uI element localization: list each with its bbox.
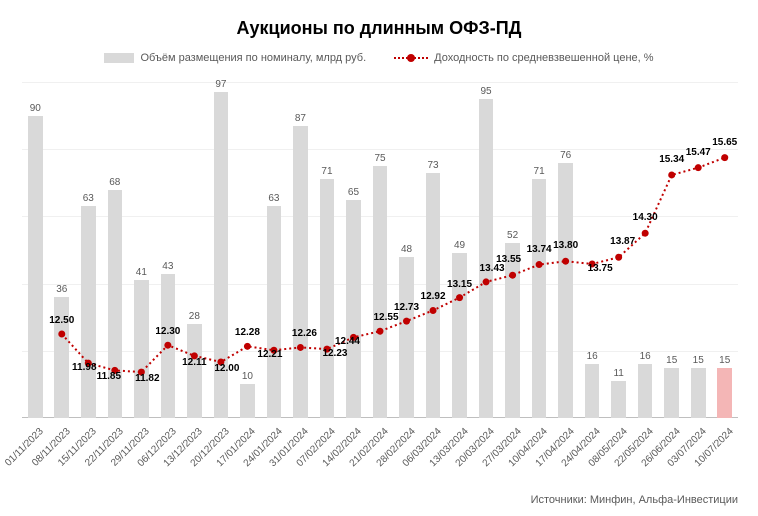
line-value-label: 12.23 <box>322 348 347 359</box>
line-value-label: 12.21 <box>257 349 282 360</box>
line-value-label: 12.30 <box>155 326 180 337</box>
line-value-label: 15.47 <box>686 147 711 158</box>
legend: Объём размещения по номиналу, млрд руб. … <box>0 52 758 64</box>
line-value-label: 13.74 <box>527 244 552 255</box>
line-series <box>22 82 738 418</box>
chart-container: Аукционы по длинным ОФЗ-ПД Объём размеще… <box>0 0 758 516</box>
chart-title: Аукционы по длинным ОФЗ-ПД <box>0 18 758 39</box>
line-value-label: 12.50 <box>49 315 74 326</box>
source-text: Источники: Минфин, Альфа-Инвестиции <box>531 494 738 506</box>
line-value-label: 15.34 <box>659 154 684 165</box>
legend-line: Доходность по средневзвешенной цене, % <box>394 52 653 64</box>
line-value-label: 12.00 <box>214 363 239 374</box>
line-value-label: 12.55 <box>373 312 398 323</box>
line-value-label: 12.26 <box>292 328 317 339</box>
legend-bar: Объём размещения по номиналу, млрд руб. <box>104 52 366 64</box>
line-value-label: 12.73 <box>394 302 419 313</box>
line-value-label: 13.80 <box>553 240 578 251</box>
legend-bar-swatch <box>104 53 134 63</box>
line-value-label: 12.28 <box>235 327 260 338</box>
line-value-label: 14.30 <box>633 212 658 223</box>
line-value-label: 12.92 <box>421 291 446 302</box>
line-value-label: 12.44 <box>335 336 360 347</box>
line-value-label: 11.98 <box>72 362 96 373</box>
line-value-label: 11.85 <box>97 371 121 382</box>
line-value-label: 13.15 <box>447 279 472 290</box>
line-value-label: 12.11 <box>182 357 206 368</box>
line-value-label: 13.55 <box>496 254 521 265</box>
line-value-label: 13.87 <box>610 236 635 247</box>
legend-bar-label: Объём размещения по номиналу, млрд руб. <box>140 52 366 64</box>
line-value-label: 11.82 <box>135 373 159 384</box>
line-value-label: 15.65 <box>712 137 737 148</box>
legend-line-swatch <box>394 53 428 63</box>
plot-area: 9001/11/20233608/11/20236315/11/20236822… <box>22 82 738 418</box>
legend-line-label: Доходность по средневзвешенной цене, % <box>434 52 653 64</box>
line-value-label: 13.75 <box>588 263 613 274</box>
